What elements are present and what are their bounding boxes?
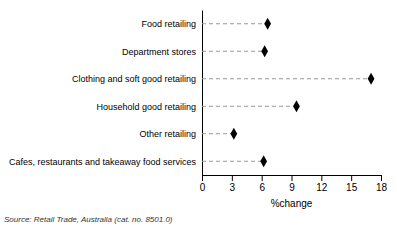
tick-mark [381, 175, 382, 181]
tick: Other retailing [139, 129, 196, 139]
stem [202, 51, 265, 52]
tick: Department stores [122, 47, 197, 57]
tick-mark [202, 175, 203, 181]
tick-label: Cafes, restaurants and takeaway food ser… [9, 157, 197, 167]
tick: Clothing and soft good retailing [72, 74, 196, 84]
tick-mark [232, 175, 233, 181]
tick: 12 [316, 175, 328, 193]
stem [202, 161, 264, 162]
x-axis-title: %change [271, 198, 313, 209]
tick-label: Clothing and soft good retailing [72, 74, 196, 84]
tick-label: 9 [289, 182, 295, 193]
plot: 0 3 6 9 12 15 18 Cafes, restaurants and takeawa… [9, 11, 388, 194]
annotation: Source: Retail Trade, Australia (cat. no… [4, 215, 173, 224]
axis-line [202, 11, 203, 176]
marker [368, 73, 375, 85]
tick: 0 [200, 175, 206, 193]
tick-label: 6 [259, 182, 265, 193]
axis-line [203, 176, 382, 182]
tick-label: 0 [200, 182, 206, 193]
tick-label: 12 [316, 182, 328, 193]
tick: Cafes, restaurants and takeaway food ser… [9, 157, 197, 167]
stem [202, 23, 268, 24]
marker [261, 45, 268, 57]
chart: 0 3 6 9 12 15 18 Cafes, restaurants and takeawa… [0, 0, 397, 227]
x-axis: 0 3 6 9 12 15 18 [200, 175, 388, 193]
tick: Food retailing [141, 19, 196, 29]
tick-label: 15 [346, 182, 358, 193]
marker [293, 100, 300, 112]
tick-mark [351, 175, 352, 181]
tick-label: Food retailing [141, 19, 196, 29]
tick-mark [292, 175, 293, 181]
tick-label: 18 [376, 182, 388, 193]
tick: Household good retailing [96, 102, 196, 112]
y-axis: Cafes, restaurants and takeaway food ser… [9, 11, 203, 176]
tick: 3 [230, 175, 236, 193]
tick: 18 [376, 175, 388, 193]
tick-label: Other retailing [139, 129, 196, 139]
tick-mark [262, 175, 263, 181]
stem [202, 106, 296, 107]
marks [202, 18, 374, 167]
marker [260, 155, 267, 167]
tick: 15 [346, 175, 358, 193]
stem [202, 78, 371, 79]
marker [264, 18, 271, 30]
tick-label: Department stores [122, 47, 197, 57]
tick-mark [321, 175, 322, 181]
tick: 6 [259, 175, 265, 193]
stem [202, 133, 234, 134]
tick-label: Household good retailing [96, 102, 196, 112]
marker [230, 128, 237, 140]
tick-label: 3 [230, 182, 236, 193]
tick: 9 [289, 175, 295, 193]
